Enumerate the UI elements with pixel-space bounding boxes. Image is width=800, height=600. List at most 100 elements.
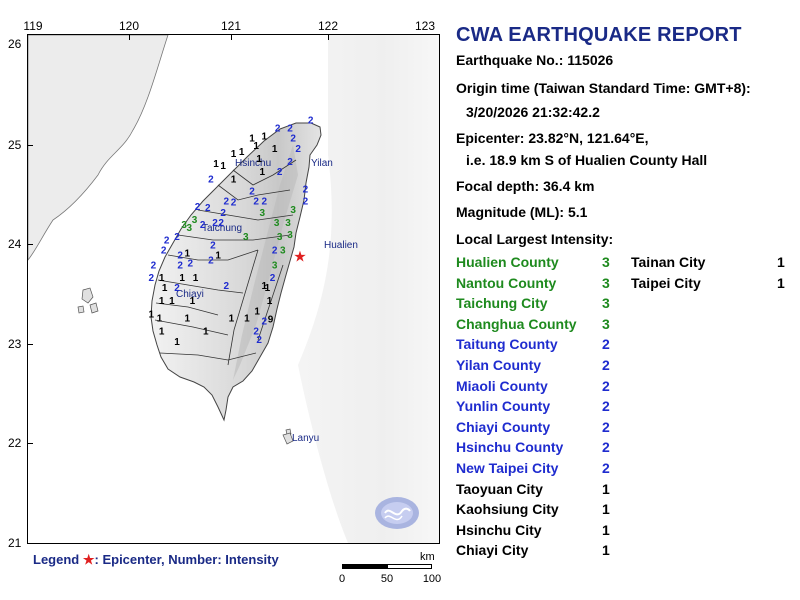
intensity-marker: 2 [295,144,301,155]
epicenter-star: ★ [293,249,306,266]
intensity-marker: 2 [177,261,183,272]
intensity-marker: 1 [267,296,273,307]
intensity-marker: 1 [169,296,175,307]
intensity-marker: 2 [290,134,296,145]
legend-label: Legend [33,552,80,567]
cwa-logo [375,497,419,529]
intensity-marker: 1 [185,249,191,260]
report-panel: CWA EARTHQUAKE REPORT [456,24,796,47]
intensity-marker: 2 [224,197,230,208]
intensity-value-left: 1 [602,480,610,497]
intensity-marker: 1 [244,314,250,325]
intensity-marker: 2 [205,203,211,214]
lat-label-24: 24 [8,237,22,251]
intensity-marker: 1 [239,147,245,158]
intensity-marker: 3 [187,223,193,234]
intensity-value-left: 3 [602,274,610,291]
intensity-marker: 1 [272,144,278,155]
intensity-place-left: Hualien County [456,254,559,270]
intensity-value-right: 1 [777,254,785,270]
tick-left-25 [27,145,33,146]
intensity-marker: 3 [260,208,266,219]
lat-label-23: 23 [8,337,22,351]
place-label-taichung: Taichung [202,223,242,234]
intensity-place-left: Taitung County [456,336,558,353]
intensity-marker: 2 [218,218,224,229]
intensity-marker: 3 [181,220,187,231]
place-label-hsinchu: Hsinchu [235,158,271,169]
intensity-marker: 1 [229,314,235,325]
intensity-value-left: 2 [602,439,610,456]
lon-label-123: 123 [414,19,436,33]
intensity-value-left: 3 [602,254,610,270]
lat-label-26: 26 [8,37,22,51]
intensity-marker: 2 [164,235,170,246]
intensity-marker: 2 [253,327,259,338]
scale-tick-50: 50 [380,573,394,585]
lon-label-120: 120 [118,19,140,33]
intensity-marker: 2 [220,208,226,219]
intensity-marker: 1 [203,327,209,338]
intensity-place-left: Changhua County [456,315,577,332]
intensity-marker: 1 [220,161,226,172]
intensity-marker: 2 [231,198,237,209]
intensity-marker: 2 [262,317,268,328]
intensity-marker: 2 [208,174,214,185]
tick-top-122 [328,34,329,40]
map-canvas: Hsinchu Yilan Taichung Hualien Chiayi La… [28,35,439,543]
intensity-marker: 3 [290,205,296,216]
intensity-marker: 2 [188,259,194,270]
intensity-marker: 1 [179,273,185,284]
intensity-place-right: Taipei City [631,274,701,291]
scale-bar-segment-2 [387,564,432,569]
lanyu-island [282,432,294,445]
intensity-marker: 2 [208,256,214,267]
intensity-marker: 2 [287,124,293,135]
intensity-marker: 2 [177,251,183,262]
intensity-marker: 2 [275,124,281,135]
lon-label-122: 122 [317,19,339,33]
intensity-place-left: Taichung City [456,295,548,312]
place-label-lanyu: Lanyu [292,433,319,444]
legend-text: : Epicenter, Number: Intensity [94,552,279,567]
focal-depth: Focal depth: 36.4 km [456,178,595,194]
intensity-marker: 1 [157,314,163,325]
intensity-marker: 2 [270,273,276,284]
mainland-china-coast [28,35,169,261]
intensity-marker: 2 [151,261,157,272]
lat-label-22: 22 [8,436,22,450]
intensity-marker: 2 [149,273,155,284]
scale-tick-100: 100 [422,573,442,585]
intensity-place-left: Hsinchu City [456,521,542,538]
scale-bar-segment-1 [342,564,387,569]
intensity-value-left: 2 [602,377,610,394]
county-boundaries [154,159,297,366]
intensity-place-left: Chiayi City [456,542,529,559]
intensity-value-left: 3 [602,295,610,312]
place-label-hualien: Hualien [324,240,358,251]
tick-top-121 [231,34,232,40]
intensity-marker: 3 [285,218,291,229]
lat-label-25: 25 [8,138,22,152]
intensity-marker: 1 [231,174,237,185]
intensity-value-right: 1 [777,274,785,291]
place-label-yilan: Yilan [311,158,333,169]
scale-unit: km [420,551,435,563]
intensity-marker: 3 [192,215,198,226]
intensity-marker: 3 [243,232,249,243]
place-label-chiayi: Chiayi [176,289,204,300]
seafloor-relief [298,35,439,543]
intensity-value-left: 2 [602,418,610,435]
intensity-heading: Local Largest Intensity: [456,231,614,247]
tick-left-24 [27,244,33,245]
intensity-marker: 1 [262,281,268,292]
intensity-value-left: 2 [602,398,610,415]
intensity-marker: 1 [159,327,165,338]
tick-top-120 [129,34,130,40]
legend-star-icon: ★ [82,552,95,567]
intensity-value-left: 1 [602,501,610,518]
intensity-marker: 2 [308,115,314,126]
intensity-place-left: New Taipei City [456,460,559,476]
intensity-marker: 2 [253,197,259,208]
